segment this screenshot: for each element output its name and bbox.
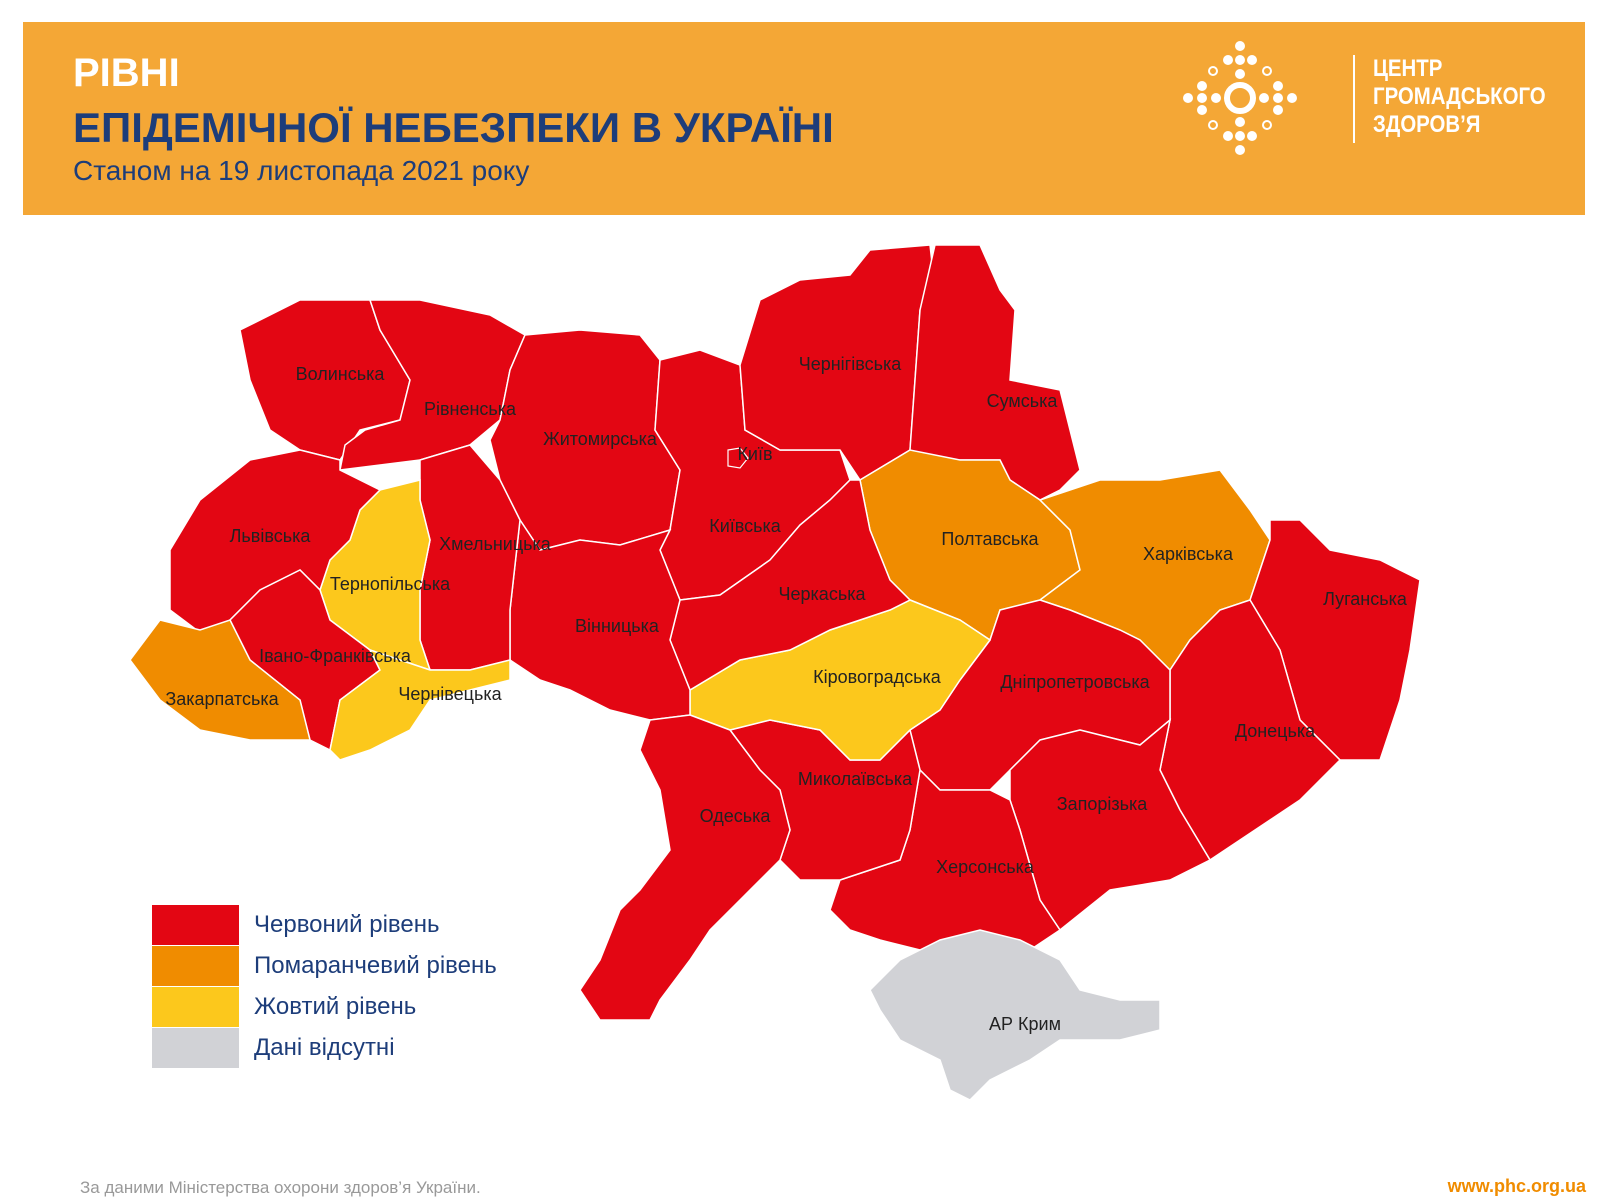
header-banner — [23, 22, 1585, 215]
legend-item-gray: Дані відсутні — [152, 1027, 572, 1068]
region-label: АР Крим — [989, 1014, 1061, 1034]
region-label: Тернопільська — [330, 574, 451, 594]
title-line-2: ЕПІДЕМІЧНОЇ НЕБЕЗПЕКИ В УКРАЇНІ — [73, 104, 834, 151]
legend-swatch — [152, 1027, 239, 1068]
source-note: За даними Міністерства охорони здоров’я … — [80, 1178, 481, 1197]
region-label: Дніпропетровська — [1000, 672, 1150, 692]
legend-item-yellow: Жовтий рівень — [152, 986, 572, 1027]
website-link[interactable]: www.phc.org.ua — [1447, 1176, 1586, 1196]
legend-item-red: Червоний рівень — [152, 904, 572, 945]
legend-item-orange: Помаранчевий рівень — [152, 945, 572, 986]
region-label: Одеська — [700, 806, 772, 826]
region-19 — [579, 714, 791, 1021]
region-24 — [129, 619, 311, 741]
region-18 — [509, 517, 691, 721]
region-label: Миколаївська — [798, 769, 913, 789]
region-label: Сумська — [987, 391, 1059, 411]
legend-swatch — [152, 986, 239, 1027]
region-label: Запорізька — [1057, 794, 1149, 814]
region-5 — [727, 447, 749, 469]
legend: Червоний рівень Помаранчевий рівень Жовт… — [152, 904, 572, 1068]
region-label: Закарпатська — [165, 689, 279, 709]
legend-swatch — [152, 904, 239, 945]
region-label: Житомирська — [543, 429, 658, 449]
region-25 — [329, 648, 511, 761]
region-label: Київ — [737, 444, 772, 464]
logo-text: ЦЕНТР ГРОМАДСЬКОГО ЗДОРОВ’Я — [1373, 55, 1546, 138]
region-label: Чернівецька — [398, 684, 502, 704]
region-label: Чернігівська — [799, 354, 903, 374]
region-label: Вінницька — [575, 616, 660, 636]
legend-swatch — [152, 945, 239, 986]
region-label: Львівська — [230, 526, 312, 546]
region-label: Донецька — [1235, 721, 1316, 741]
region-label: Волинська — [296, 364, 386, 384]
region-label: Хмельницька — [439, 534, 552, 554]
logo-divider — [1353, 55, 1355, 143]
region-label: Рівненська — [424, 399, 517, 419]
logo-icon — [1183, 41, 1297, 155]
subtitle: Станом на 19 листопада 2021 року — [73, 155, 530, 186]
region-label: Київська — [709, 516, 782, 536]
region-label: Кіровоградська — [813, 667, 942, 687]
region-label: Харківська — [1143, 544, 1234, 564]
title-line-1: РІВНІ — [73, 51, 180, 95]
region-26 — [869, 929, 1161, 1101]
region-label: Херсонська — [936, 857, 1035, 877]
region-17 — [669, 479, 912, 692]
header-titles: РІВНІ ЕПІДЕМІЧНОЇ НЕБЕЗПЕКИ В УКРАЇНІ Ст… — [23, 22, 1123, 215]
region-label: Черкаська — [779, 584, 867, 604]
region-label: Полтавська — [941, 529, 1039, 549]
region-label: Луганська — [1323, 589, 1408, 609]
region-label: Івано-Франківська — [259, 646, 412, 666]
